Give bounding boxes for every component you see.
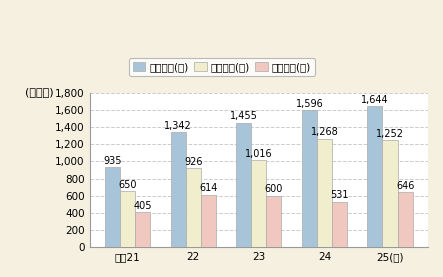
Bar — [105, 167, 120, 247]
Bar — [120, 191, 135, 247]
Bar — [266, 196, 281, 247]
Text: 614: 614 — [199, 183, 218, 193]
Bar — [236, 122, 251, 247]
Text: 1,268: 1,268 — [311, 127, 338, 137]
Text: 1,644: 1,644 — [361, 95, 389, 105]
Text: 1,455: 1,455 — [230, 111, 258, 121]
Text: 646: 646 — [396, 181, 414, 191]
Text: 600: 600 — [265, 184, 283, 194]
Legend: 検挙件数(件), 検挙人員(人), 被害児童(人): 検挙件数(件), 検挙人員(人), 被害児童(人) — [129, 58, 315, 76]
Bar — [186, 168, 201, 247]
Text: 1,596: 1,596 — [295, 99, 323, 109]
Bar — [135, 212, 150, 247]
Bar — [332, 202, 347, 247]
Bar — [201, 194, 216, 247]
Text: 405: 405 — [133, 201, 152, 211]
Text: 1,342: 1,342 — [164, 121, 192, 131]
Y-axis label: (件・人): (件・人) — [25, 87, 53, 97]
Bar — [317, 138, 332, 247]
Text: 650: 650 — [118, 180, 137, 190]
Bar — [251, 160, 266, 247]
Bar — [171, 132, 186, 247]
Text: 1,016: 1,016 — [245, 149, 272, 159]
Bar — [302, 111, 317, 247]
Bar — [382, 140, 397, 247]
Bar — [397, 192, 412, 247]
Text: 531: 531 — [330, 190, 349, 200]
Text: 935: 935 — [103, 156, 122, 166]
Text: 926: 926 — [184, 157, 202, 166]
Text: 1,252: 1,252 — [376, 129, 404, 138]
Bar — [367, 106, 382, 247]
